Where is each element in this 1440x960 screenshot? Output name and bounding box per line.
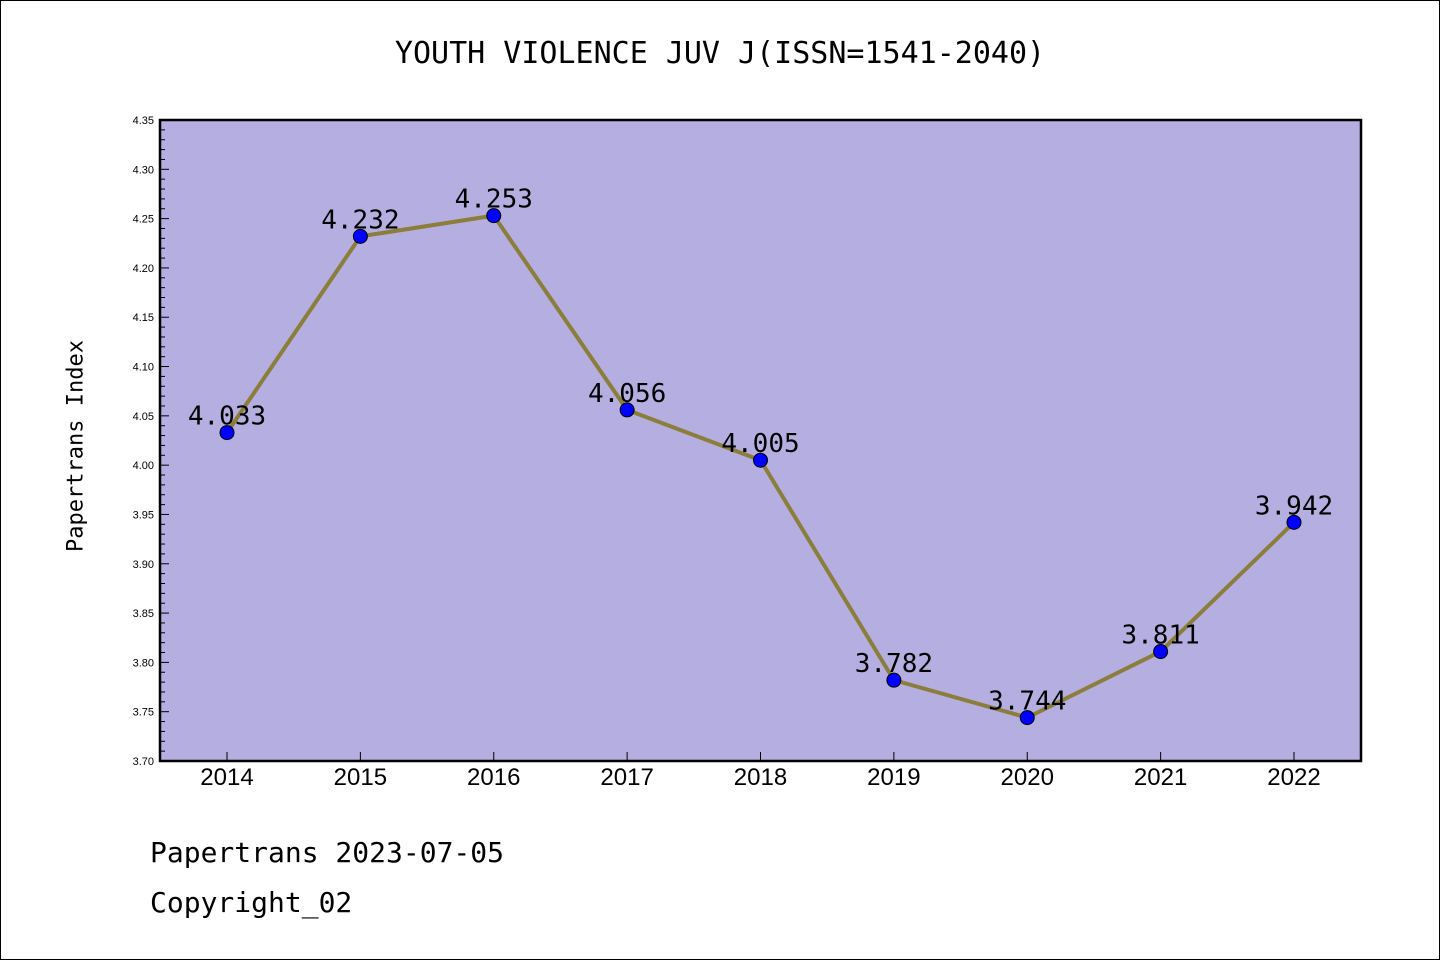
x-tick-label: 2015 [334,764,387,791]
data-point [1286,514,1302,530]
data-point [753,452,768,468]
data-label: 4.232 [321,205,399,235]
data-label: 3.782 [855,649,933,679]
x-axis: 2014 2015 2016 2017 2018 2019 2020 2021 2022 [200,752,1321,791]
y-tick-label: 4.05 [133,411,154,423]
x-tick-label: 2022 [1267,764,1320,791]
data-point [352,228,368,244]
x-tick-label: 2020 [1001,764,1054,791]
data-label: 3.744 [988,687,1066,717]
y-tick-label: 3.95 [133,509,154,521]
y-tick-label: 3.85 [133,608,154,620]
data-label: 4.056 [588,379,666,409]
y-tick-label: 4.20 [133,263,154,275]
x-tick-label: 2014 [200,764,253,791]
y-tick-label: 4.00 [133,460,154,472]
data-label: 4.253 [455,185,533,215]
footer-copyright-text: Copyright_02 [150,886,353,919]
data-labels: 4.033 4.232 4.253 4.056 4.005 3.782 3.744 3.811… [188,185,1333,717]
y-tick-label: 4.15 [133,312,154,324]
x-tick-label: 2018 [734,764,787,791]
data-label: 4.005 [721,429,799,459]
data-point [1019,710,1035,726]
x-tick-label: 2016 [467,764,520,791]
data-label: 3.942 [1255,491,1333,521]
data-point [219,425,235,441]
chart-title: YOUTH VIOLENCE JUV J(ISSN=1541-2040) [394,36,1046,71]
y-tick-label: 4.30 [133,164,154,176]
x-tick-label: 2021 [1134,764,1187,791]
footer-date-text: Papertrans 2023-07-05 [150,836,505,869]
x-tick-label: 2017 [600,764,653,791]
series-markers [219,208,1302,726]
y-tick-label: 3.90 [133,559,154,571]
y-tick-label: 4.25 [133,214,154,226]
y-tick-label: 4.10 [133,362,154,374]
y-tick-label: 3.70 [133,756,154,768]
data-label: 4.033 [188,402,266,432]
y-axis: 3.70 3.75 3.80 3.85 3.90 3.95 4.00 4.05 4.10 4.15… [133,115,169,768]
y-tick-label: 3.75 [133,707,154,719]
data-point [886,672,902,688]
y-tick-label: 3.80 [133,657,154,669]
y-tick-label: 4.35 [133,115,154,127]
data-point [619,402,635,418]
data-label: 3.811 [1121,621,1199,651]
x-tick-label: 2019 [867,764,920,791]
data-point [1153,644,1169,660]
data-point [486,208,502,224]
